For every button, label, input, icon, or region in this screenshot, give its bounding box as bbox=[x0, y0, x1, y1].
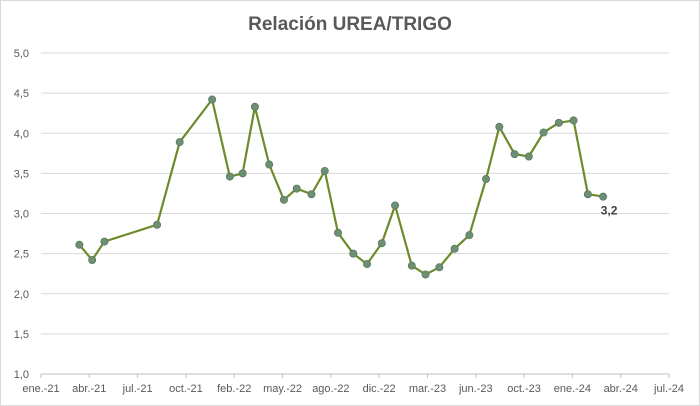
x-tick-label: may.-22 bbox=[263, 383, 302, 395]
y-tick-label: 3,5 bbox=[14, 168, 29, 180]
x-tick-label: ene.-21 bbox=[22, 383, 59, 395]
data-point bbox=[363, 260, 372, 269]
x-tick-label: mar.-23 bbox=[409, 383, 446, 395]
data-point bbox=[238, 169, 247, 178]
data-point bbox=[88, 256, 97, 265]
data-label: 3,2 bbox=[601, 204, 618, 218]
x-tick-label: abr.-24 bbox=[604, 383, 638, 395]
x-tick-label: oct.-21 bbox=[169, 383, 203, 395]
x-tick-label: oct.-23 bbox=[507, 383, 541, 395]
data-point bbox=[225, 172, 234, 181]
data-point bbox=[75, 240, 84, 249]
y-tick-label: 2,5 bbox=[14, 249, 29, 261]
data-point bbox=[377, 239, 386, 248]
data-point bbox=[349, 249, 358, 258]
x-tick-label: feb.-22 bbox=[217, 383, 251, 395]
data-point bbox=[407, 261, 416, 270]
data-point bbox=[307, 190, 316, 199]
y-tick-label: 4,0 bbox=[14, 128, 29, 140]
data-point bbox=[435, 263, 444, 272]
y-tick-label: 4,5 bbox=[14, 88, 29, 100]
data-point bbox=[421, 270, 430, 279]
x-tick-label: ago.-22 bbox=[312, 383, 349, 395]
data-markers bbox=[75, 95, 608, 279]
data-point bbox=[153, 220, 162, 229]
data-point bbox=[465, 231, 474, 240]
y-tick-label: 2,0 bbox=[14, 289, 29, 301]
data-point bbox=[482, 174, 491, 183]
x-tick-label: jul.-24 bbox=[653, 383, 684, 395]
data-point bbox=[292, 184, 301, 193]
data-point bbox=[539, 128, 548, 137]
data-point bbox=[510, 150, 519, 159]
data-point bbox=[599, 192, 608, 201]
x-tick-label: jul.-21 bbox=[122, 383, 153, 395]
y-tick-label: 5,0 bbox=[14, 48, 29, 60]
data-point bbox=[279, 195, 288, 204]
data-point bbox=[569, 116, 578, 125]
x-tick-label: abr.-21 bbox=[72, 383, 106, 395]
gridlines bbox=[41, 52, 669, 375]
series-line bbox=[78, 98, 605, 276]
data-point bbox=[583, 190, 592, 199]
y-tick-label: 1,5 bbox=[14, 329, 29, 341]
data-point bbox=[250, 102, 259, 111]
series-line-group bbox=[78, 98, 605, 276]
y-tick-label: 1,0 bbox=[14, 369, 29, 381]
data-point bbox=[391, 201, 400, 210]
y-axis-ticks: 1,0 1,5 2,0 2,5 3,0 3,5 4,0 4,5 5,0 bbox=[14, 48, 29, 381]
data-point bbox=[524, 152, 533, 161]
data-point bbox=[334, 228, 343, 237]
x-tick-label: dic.-22 bbox=[363, 383, 396, 395]
data-point bbox=[320, 166, 329, 175]
x-axis-ticks: ene.-21 abr.-21 jul.-21 oct.-21 feb.-22 may.-… bbox=[22, 374, 684, 395]
x-tick-label: jun.-23 bbox=[458, 383, 493, 395]
data-point bbox=[554, 118, 563, 127]
data-point bbox=[450, 244, 459, 253]
data-point bbox=[175, 138, 184, 147]
data-point bbox=[208, 95, 217, 104]
chart-title: Relación UREA/TRIGO bbox=[248, 14, 452, 35]
annotations: 3,2 bbox=[601, 204, 618, 218]
data-point bbox=[495, 122, 504, 131]
data-point bbox=[265, 160, 274, 169]
data-point bbox=[100, 237, 109, 246]
x-tick-label: ene.-24 bbox=[554, 383, 591, 395]
y-tick-label: 3,0 bbox=[14, 209, 29, 221]
